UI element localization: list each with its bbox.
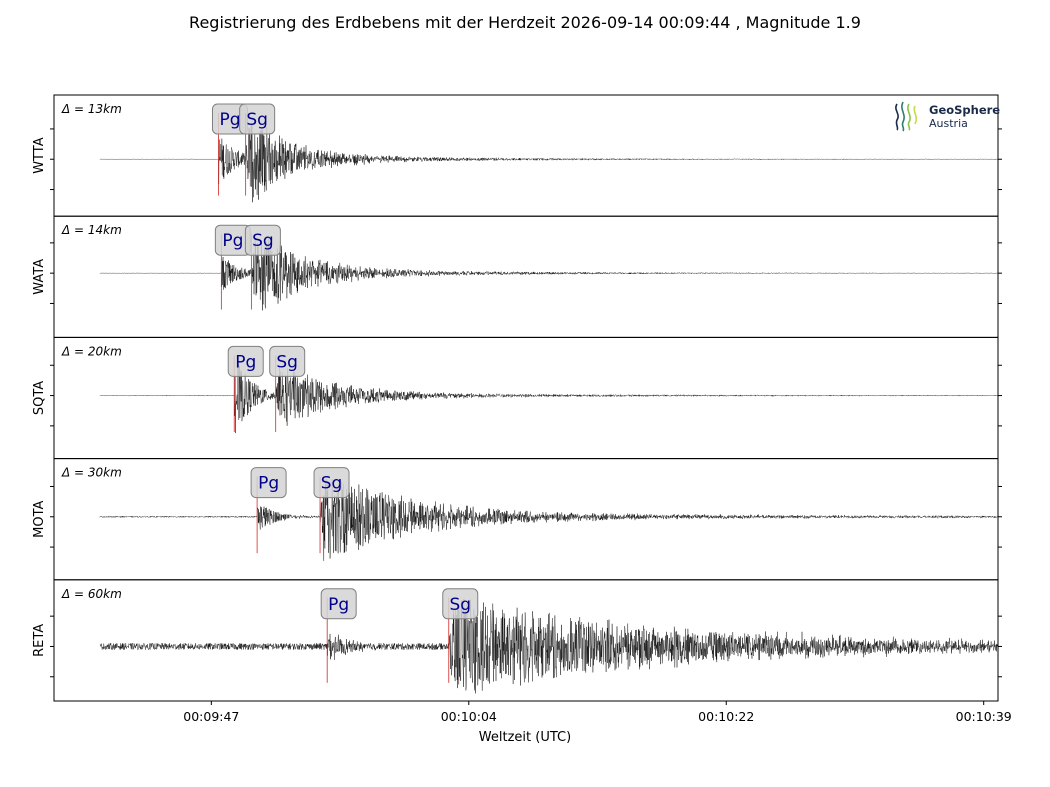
waveform-trace bbox=[99, 363, 998, 434]
pick-label-sg: Sg bbox=[252, 231, 274, 251]
pick-label-pg: Pg bbox=[328, 595, 349, 615]
pick-box-pg bbox=[320, 588, 357, 620]
panel-frame bbox=[53, 336, 999, 460]
waveform-trace bbox=[99, 123, 998, 203]
panel-wtta: WTTA Δ = 13km Pg Sg bbox=[32, 94, 1002, 217]
waveform-trace bbox=[99, 479, 998, 561]
distance-label: Δ = 13km bbox=[61, 102, 122, 116]
panel-sqta: SQTA Δ = 20km Pg Sg bbox=[32, 336, 1002, 460]
pick-label-sg: Sg bbox=[449, 595, 471, 615]
pick-box-sg bbox=[269, 345, 306, 377]
geosphere-logo: GeoSphere Austria bbox=[895, 101, 1000, 132]
x-axis: 00:09:47 00:10:04 00:10:22 00:10:39 bbox=[183, 701, 1012, 724]
logo-line1: GeoSphere bbox=[929, 103, 1000, 117]
panel-frame bbox=[53, 215, 999, 338]
pick-box-sg bbox=[244, 224, 281, 256]
x-tick-label: 00:10:22 bbox=[698, 709, 754, 724]
distance-label: Δ = 20km bbox=[61, 344, 122, 358]
distance-label: Δ = 14km bbox=[61, 223, 122, 237]
pick-label-sg: Sg bbox=[321, 474, 343, 494]
chart-title: Registrierung des Erdbebens mit der Herd… bbox=[189, 13, 861, 32]
x-axis-label: Weltzeit (UTC) bbox=[479, 730, 571, 745]
panel-frame bbox=[53, 94, 999, 217]
x-tick-label: 00:09:47 bbox=[183, 709, 239, 724]
x-tick-label: 00:10:39 bbox=[956, 709, 1012, 724]
pick-box-sg bbox=[442, 588, 479, 620]
x-tick-label: 00:10:04 bbox=[441, 709, 497, 724]
station-label: RETA bbox=[32, 624, 47, 657]
logo-line2: Austria bbox=[929, 117, 968, 130]
panel-mota: MOTA Δ = 30km Pg Sg bbox=[32, 458, 1002, 581]
pick-box-pg bbox=[227, 345, 264, 377]
pick-label-pg: Pg bbox=[258, 474, 279, 494]
distance-label: Δ = 60km bbox=[61, 587, 122, 601]
station-label: SQTA bbox=[32, 381, 47, 415]
pick-label-pg: Pg bbox=[235, 352, 256, 372]
waveform-trace bbox=[99, 598, 998, 694]
waveform-trace bbox=[99, 236, 998, 311]
geosphere-logo-icon bbox=[895, 101, 918, 132]
pick-box-sg bbox=[313, 467, 350, 499]
panel-frame bbox=[53, 579, 999, 702]
panel-wata: WATA Δ = 14km Pg Sg bbox=[32, 215, 1002, 338]
pick-label-sg: Sg bbox=[246, 110, 268, 130]
pick-label-sg: Sg bbox=[276, 352, 298, 372]
pick-label-pg: Pg bbox=[222, 231, 243, 251]
station-label: WTTA bbox=[32, 137, 47, 173]
pick-box-sg bbox=[239, 103, 276, 135]
pick-box-pg bbox=[250, 467, 287, 499]
panel-reta: RETA Δ = 60km Pg Sg bbox=[32, 579, 1002, 702]
station-label: WATA bbox=[32, 259, 47, 295]
distance-label: Δ = 30km bbox=[61, 466, 122, 480]
station-label: MOTA bbox=[32, 500, 47, 537]
panel-frame bbox=[53, 458, 999, 581]
panels: WTTA Δ = 13km Pg Sg WATA Δ = 14km Pg Sg SQTA Δ = … bbox=[32, 94, 1002, 702]
pick-label-pg: Pg bbox=[219, 110, 240, 130]
